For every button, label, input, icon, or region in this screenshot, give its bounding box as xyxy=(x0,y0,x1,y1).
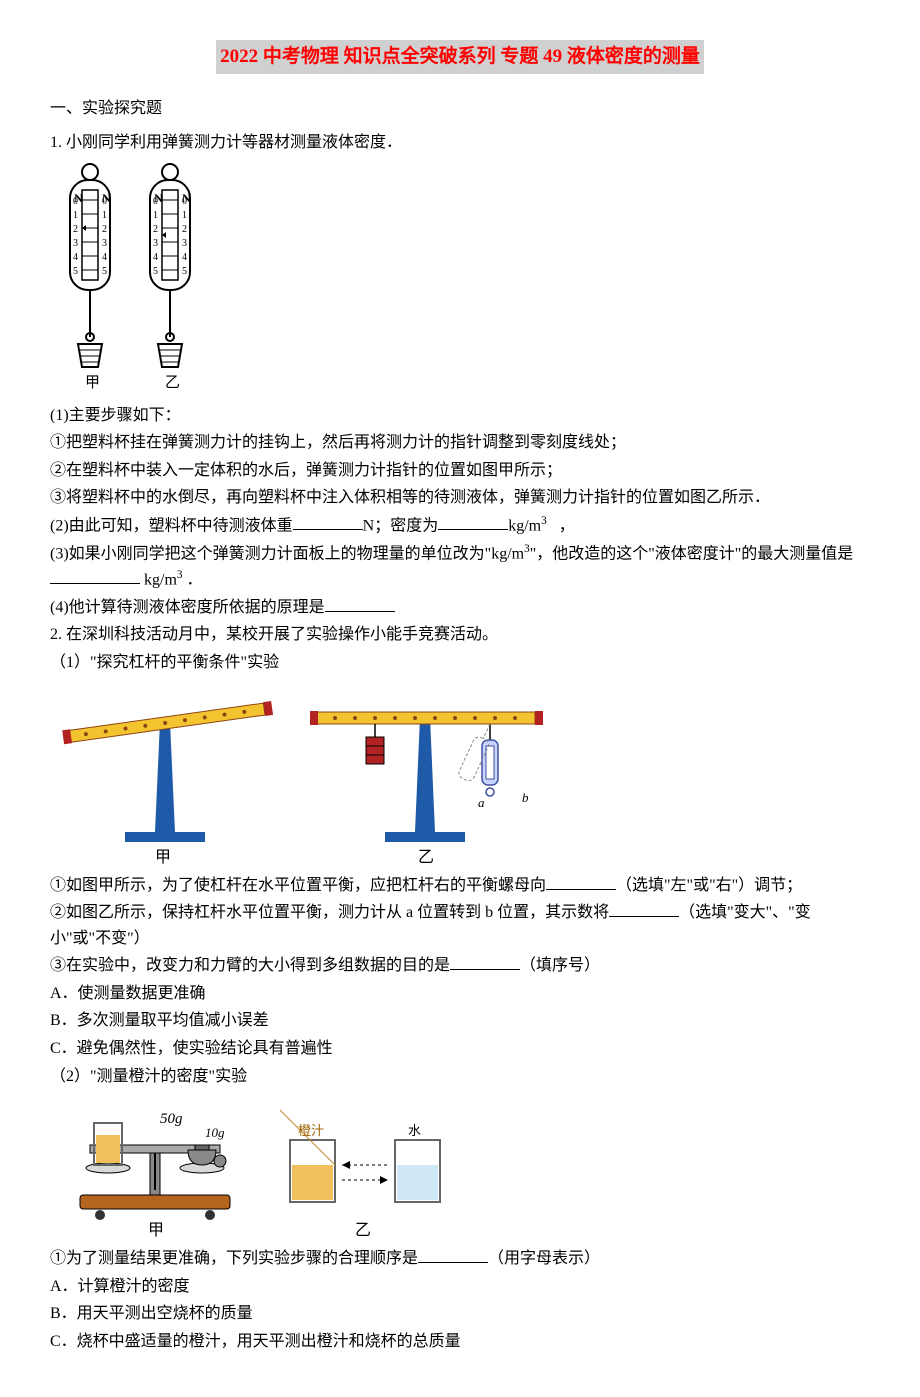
svg-text:2: 2 xyxy=(182,224,187,235)
svg-text:3: 3 xyxy=(73,238,78,249)
svg-text:0: 0 xyxy=(182,196,187,207)
svg-text:2: 2 xyxy=(73,224,78,235)
blank xyxy=(50,567,140,584)
q2-p2-s1b: （用字母表示） xyxy=(488,1250,600,1267)
svg-text:5: 5 xyxy=(182,266,187,277)
q2-optB: B．多次测量取平均值减小误差 xyxy=(50,1008,870,1034)
q2-s3b: （填序号） xyxy=(520,957,600,974)
q1-p3d: ． xyxy=(186,571,202,588)
svg-text:甲: 甲 xyxy=(85,375,100,391)
q1-s3: ③将塑料杯中的水倒尽，再向塑料杯中注入体积相等的待测液体，弹簧测力计指针的位置如… xyxy=(50,485,870,511)
svg-text:b: b xyxy=(522,790,529,805)
q2-optA: A．使测量数据更准确 xyxy=(50,981,870,1007)
blank xyxy=(418,1246,488,1263)
q1-p2: (2)由此可知，塑料杯中待测液体重 N；密度为 kg/m3 ， xyxy=(50,513,870,539)
blank xyxy=(546,873,616,890)
svg-text:1: 1 xyxy=(102,210,107,221)
svg-text:1: 1 xyxy=(153,210,158,221)
q2-s3a: ③在实验中，改变力和力臂的大小得到多组数据的目的是 xyxy=(50,957,450,974)
q1-stem: 1. 小刚同学利用弹簧测力计等器材测量液体密度． xyxy=(50,130,870,156)
q2-s1: ①如图甲所示，为了使杠杆在水平位置平衡，应把杠杆右的平衡螺母向 （选填"左"或"右… xyxy=(50,873,870,899)
blank xyxy=(325,595,395,612)
svg-text:4: 4 xyxy=(153,252,158,263)
q2-s2a: ②如图乙所示，保持杠杆水平位置平衡，测力计从 a 位置转到 b 位置，其示数将 xyxy=(50,904,609,921)
svg-text:5: 5 xyxy=(102,266,107,277)
svg-text:4: 4 xyxy=(102,252,107,263)
q2-p2-optA: A．计算橙汁的密度 xyxy=(50,1274,870,1300)
svg-text:0: 0 xyxy=(153,196,158,207)
q2-stem: 2. 在深圳科技活动月中，某校开展了实验操作小能手竞赛活动。 xyxy=(50,622,870,648)
q1-p2b: N；密度为 xyxy=(363,517,439,534)
q1-s1: ①把塑料杯挂在弹簧测力计的挂钩上，然后再将测力计的指针调整到零刻度线处； xyxy=(50,430,870,456)
page-title: 2022 中考物理 知识点全突破系列 专题 49 液体密度的测量 xyxy=(216,40,704,74)
q1-p3: (3)如果小刚同学把这个弹簧测力计面板上的物理量的单位改为"kg/m 3 "，他改造… xyxy=(50,541,870,593)
svg-text:水: 水 xyxy=(408,1123,421,1138)
q1-p3a: (3)如果小刚同学把这个弹簧测力计面板上的物理量的单位改为"kg/m xyxy=(50,545,524,562)
q1-figure: N N 00 11 22 33 44 55 xyxy=(50,162,870,397)
svg-text:甲: 甲 xyxy=(148,1222,164,1239)
q2-s3: ③在实验中，改变力和力臂的大小得到多组数据的目的是 （填序号） xyxy=(50,953,870,979)
svg-text:0: 0 xyxy=(73,196,78,207)
svg-text:乙: 乙 xyxy=(355,1222,371,1239)
svg-text:乙: 乙 xyxy=(165,375,180,391)
q1-p4a: (4)他计算待测液体密度所依据的原理是 xyxy=(50,599,325,616)
q1-p2a: (2)由此可知，塑料杯中待测液体重 xyxy=(50,517,293,534)
q2-figure2: 50g 10g 甲 橙汁 水 乙 xyxy=(50,1095,870,1240)
svg-text:橙汁: 橙汁 xyxy=(298,1123,324,1138)
q1-p3c: kg/m xyxy=(144,571,177,588)
q2-part1-title: （1）"探究杠杆的平衡条件"实验 xyxy=(50,650,870,676)
q2-p2-s1a: ①为了测量结果更准确，下列实验步骤的合理顺序是 xyxy=(50,1250,418,1267)
q2-p2-optB: B．用天平测出空烧杯的质量 xyxy=(50,1301,870,1327)
svg-text:a: a xyxy=(478,795,485,810)
svg-text:3: 3 xyxy=(182,238,187,249)
svg-text:5: 5 xyxy=(153,266,158,277)
q2-p2-s1: ①为了测量结果更准确，下列实验步骤的合理顺序是 （用字母表示） xyxy=(50,1246,870,1272)
section-heading: 一、实验探究题 xyxy=(50,96,870,122)
q2-p2-optC: C．烧杯中盛适量的橙汁，用天平测出橙汁和烧杯的总质量 xyxy=(50,1329,870,1355)
svg-text:2: 2 xyxy=(102,224,107,235)
svg-text:1: 1 xyxy=(73,210,78,221)
q2-s1b: （选填"左"或"右"）调节； xyxy=(616,877,802,894)
q2-optC: C．避免偶然性，使实验结论具有普遍性 xyxy=(50,1036,870,1062)
q2-s2: ②如图乙所示，保持杠杆水平位置平衡，测力计从 a 位置转到 b 位置，其示数将（… xyxy=(50,900,870,951)
sup-3: 3 xyxy=(541,515,547,527)
svg-text:0: 0 xyxy=(102,196,107,207)
svg-text:1: 1 xyxy=(182,210,187,221)
svg-text:4: 4 xyxy=(73,252,78,263)
svg-text:乙: 乙 xyxy=(418,849,434,866)
sup-3: 3 xyxy=(177,569,183,581)
blank xyxy=(450,953,520,970)
q1-p1: (1)主要步骤如下： xyxy=(50,403,870,429)
q1-p4: (4)他计算待测液体密度所依据的原理是 xyxy=(50,595,870,621)
svg-text:2: 2 xyxy=(153,224,158,235)
svg-text:50g: 50g xyxy=(160,1111,183,1127)
svg-text:10g: 10g xyxy=(205,1125,225,1140)
q1-p3b: "，他改造的这个"液体密度计"的最大测量值是 xyxy=(530,545,854,562)
blank xyxy=(293,513,363,530)
q1-p2c: kg/m xyxy=(508,517,541,534)
svg-text:5: 5 xyxy=(73,266,78,277)
q2-figure1: 甲 a b 乙 xyxy=(50,682,870,867)
q2-s1a: ①如图甲所示，为了使杠杆在水平位置平衡，应把杠杆右的平衡螺母向 xyxy=(50,877,546,894)
q2-part2-title: （2）"测量橙汁的密度"实验 xyxy=(50,1064,870,1090)
svg-text:4: 4 xyxy=(182,252,187,263)
blank xyxy=(438,513,508,530)
svg-text:3: 3 xyxy=(153,238,158,249)
svg-text:甲: 甲 xyxy=(155,849,171,866)
q1-p2d: ， xyxy=(559,517,575,534)
q1-s2: ②在塑料杯中装入一定体积的水后，弹簧测力计指针的位置如图甲所示； xyxy=(50,458,870,484)
blank xyxy=(609,900,679,917)
svg-text:3: 3 xyxy=(102,238,107,249)
